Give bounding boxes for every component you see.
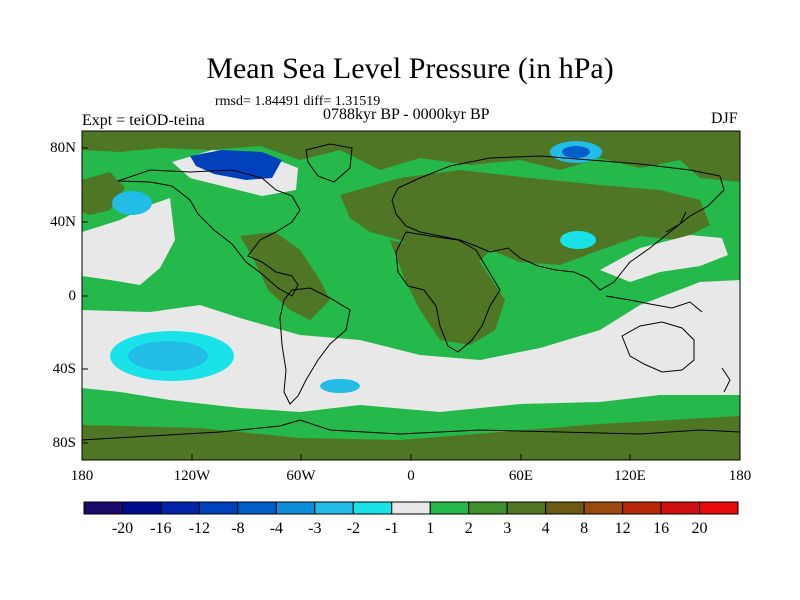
colorbar-label: 16: [653, 520, 670, 537]
lat-label-0: 0: [68, 288, 77, 304]
colorbar-label: 1: [426, 520, 435, 537]
field-olive-southernband: [82, 416, 740, 460]
axis-ticks: [81, 147, 741, 460]
colorbar-label: 2: [464, 520, 473, 537]
field-olive-africa: [390, 240, 505, 345]
coast-southamerica: [279, 287, 351, 405]
coast-newzealand: [721, 367, 731, 393]
colorbar-box: [429, 501, 470, 515]
map-title: Mean Sea Level Pressure (in hPa): [206, 52, 614, 85]
colorbar-label: -12: [188, 520, 211, 537]
colorbar-box: [545, 501, 585, 515]
colorbar: [83, 501, 739, 515]
lat-label-80n: 80N: [50, 140, 76, 156]
colorbar-box: [699, 501, 739, 515]
colorbar-label: -4: [269, 520, 284, 537]
stats-label: rmsd= 1.84491 diff= 1.31519: [215, 94, 381, 109]
colorbar-box: [237, 501, 277, 515]
colorbar-label: -1: [385, 520, 399, 537]
field-cyan-northpacific: [112, 191, 152, 215]
coast-australia: [621, 321, 695, 373]
colorbar-label: -2: [346, 520, 360, 537]
colorbar-label: 8: [580, 520, 589, 537]
colorbar-box: [583, 501, 624, 515]
colorbar-label: -16: [150, 520, 172, 537]
colorbar-label: 20: [691, 520, 708, 537]
coast-indonesia: [605, 295, 703, 313]
colorbar-label: 3: [503, 520, 512, 537]
lon-label-120w: 120W: [173, 468, 211, 484]
coast-eurasia: [391, 155, 725, 291]
lon-label-180w: 180: [70, 468, 94, 484]
lon-label-120e: 120E: [614, 468, 646, 484]
field-cyan-southatlantic: [320, 379, 360, 393]
colorbar-label: 12: [614, 520, 631, 537]
lon-label-180e: 180: [728, 468, 752, 484]
lat-label-40s: 40S: [52, 361, 76, 377]
coast-northamerica: [117, 169, 301, 297]
field-blue-greenland: [190, 150, 282, 180]
colorbar-box: [660, 501, 701, 515]
field-cyan-tibet: [560, 231, 596, 249]
colorbar-box: [314, 501, 354, 515]
colorbar-label: -3: [308, 520, 322, 537]
lon-label-0: 0: [407, 468, 415, 484]
lat-label-80s: 80S: [52, 435, 76, 451]
colorbar-box: [160, 501, 200, 515]
colorbar-box: [622, 501, 662, 515]
period-label: 0788kyr BP - 0000kyr BP: [323, 106, 490, 123]
field-cyan2-southpacific: [128, 341, 208, 371]
colorbar-box: [83, 501, 123, 515]
colorbar-box: [198, 501, 239, 515]
colorbar-box: [468, 501, 508, 515]
field-white-southern: [82, 280, 740, 412]
season-label: DJF: [711, 110, 738, 127]
colorbar-label: -8: [231, 520, 245, 537]
colorbar-box: [391, 501, 431, 515]
coastlines: [82, 143, 740, 441]
colorbar-box: [506, 501, 547, 515]
lon-label-60w: 60W: [286, 468, 316, 484]
field-white-pacific: [82, 198, 175, 285]
field-olive-americas: [240, 232, 330, 320]
colorbar-label: 4: [541, 520, 550, 537]
coast-japan: [665, 211, 687, 233]
field-olive-eurasia: [340, 170, 710, 272]
colorbar-box: [121, 501, 162, 515]
field-blue-siberia: [562, 146, 590, 158]
coast-africa: [395, 231, 501, 353]
colorbar-box: [275, 501, 316, 515]
field-olive-westpacific: [82, 172, 125, 215]
coast-antarctica: [82, 419, 740, 441]
colorbar-box: [352, 501, 393, 515]
pressure-field: [82, 131, 740, 460]
lat-label-40n: 40N: [50, 214, 76, 230]
field-white-westpac: [600, 235, 728, 282]
lon-label-60e: 60E: [508, 468, 534, 484]
experiment-label: Expt = teiOD-teina: [82, 112, 205, 129]
coast-greenland: [305, 143, 353, 183]
colorbar-label: -20: [111, 520, 134, 537]
